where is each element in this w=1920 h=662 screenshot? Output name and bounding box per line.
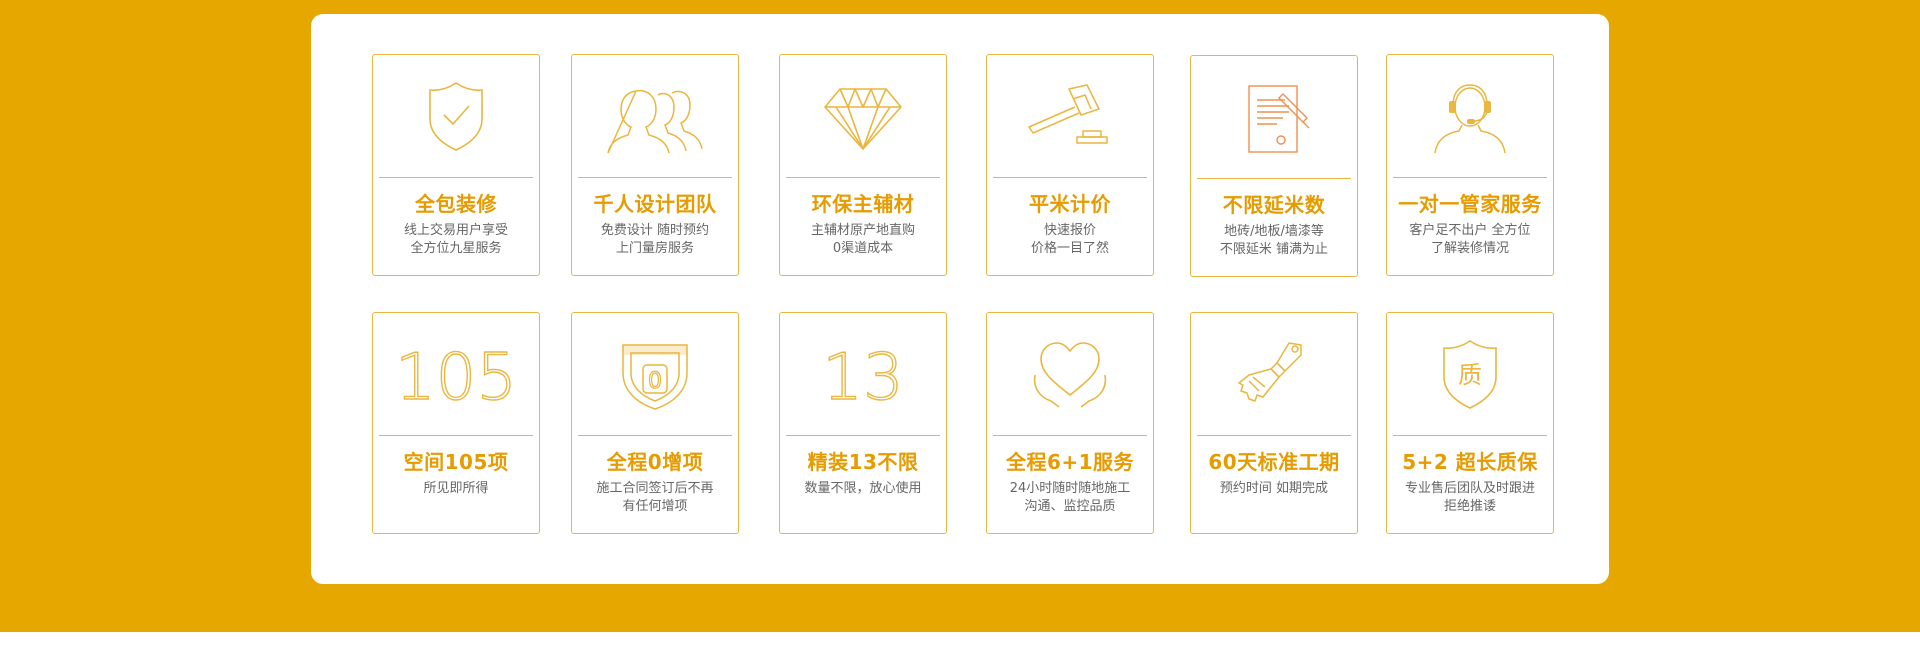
shield-check-icon bbox=[429, 82, 483, 151]
card-description: 专业售后团队及时跟进 拒绝推诿 bbox=[1387, 480, 1553, 516]
feature-card-butler-service[interactable]: 一对一管家服务 客户足不出户 全方位 了解装修情况 bbox=[1386, 54, 1554, 276]
card-title: 60天标准工期 bbox=[1208, 450, 1340, 474]
card-description-line: 快速报价 bbox=[1043, 223, 1096, 238]
feature-card-105-items[interactable]: 105 空间105项 所见即所得 bbox=[372, 312, 540, 534]
card-description-line: 0渠道成本 bbox=[832, 241, 894, 256]
card-description-line: 沟通、监控品质 bbox=[1024, 499, 1116, 514]
card-description-line: 24小时随时随地施工 bbox=[1009, 481, 1131, 496]
card-title: 环保主辅材 bbox=[811, 192, 915, 216]
svg-text:105: 105 bbox=[395, 341, 517, 415]
document-pen-icon bbox=[1248, 85, 1310, 153]
card-description-line: 地砖/地板/墙漆等 bbox=[1224, 224, 1324, 239]
card-title: 不限延米数 bbox=[1222, 193, 1326, 217]
card-description-line: 有任何增项 bbox=[622, 499, 688, 514]
card-description: 地砖/地板/墙漆等 不限延米 铺满为止 bbox=[1191, 223, 1357, 259]
card-title: 一对一管家服务 bbox=[1398, 192, 1542, 216]
card-title: 全程0增项 bbox=[606, 450, 704, 474]
feature-card-square-meter-pricing[interactable]: 平米计价 快速报价 价格一目了然 bbox=[986, 54, 1154, 276]
card-divider bbox=[1393, 435, 1547, 436]
card-description-line: 了解装修情况 bbox=[1430, 241, 1509, 256]
card-description: 预约时间 如期完成 bbox=[1191, 480, 1357, 498]
feature-card-13-unlimited[interactable]: 13 精装13不限 数量不限，放心使用 bbox=[779, 312, 947, 534]
card-description-line: 不限延米 铺满为止 bbox=[1219, 242, 1329, 257]
card-description-line: 客户足不出户 全方位 bbox=[1409, 223, 1531, 238]
card-description-line: 所见即所得 bbox=[423, 481, 489, 496]
gavel-icon bbox=[1028, 84, 1108, 144]
card-description: 客户足不出户 全方位 了解装修情况 bbox=[1387, 222, 1553, 258]
card-description: 所见即所得 bbox=[373, 480, 539, 498]
card-divider bbox=[1393, 177, 1547, 178]
headset-agent-icon bbox=[1434, 84, 1506, 154]
card-description: 施工合同签订后不再 有任何增项 bbox=[572, 480, 738, 516]
quality-shield-icon: 质 bbox=[1443, 340, 1497, 409]
card-title: 全程6+1服务 bbox=[1005, 450, 1135, 474]
diamond-icon bbox=[824, 88, 902, 150]
card-description-line: 上门量房服务 bbox=[615, 241, 694, 256]
card-title: 全包装修 bbox=[415, 192, 497, 216]
card-description-line: 主辅材原产地直购 bbox=[810, 223, 915, 238]
svg-text:13: 13 bbox=[822, 341, 903, 415]
card-divider bbox=[1197, 178, 1351, 179]
card-divider bbox=[993, 177, 1147, 178]
paint-brush-icon bbox=[1238, 342, 1302, 402]
card-description: 主辅材原产地直购 0渠道成本 bbox=[780, 222, 946, 258]
people-team-icon bbox=[607, 89, 703, 154]
card-divider bbox=[578, 435, 732, 436]
card-divider bbox=[379, 435, 533, 436]
card-description: 免费设计 随时预约 上门量房服务 bbox=[572, 222, 738, 258]
heart-hands-icon bbox=[1033, 342, 1107, 408]
card-divider bbox=[786, 435, 940, 436]
card-description-line: 免费设计 随时预约 bbox=[600, 223, 710, 238]
number-13-icon: 13 bbox=[822, 340, 905, 415]
card-title: 5+2 超长质保 bbox=[1402, 450, 1538, 474]
feature-card-full-package[interactable]: 全包装修 线上交易用户享受 全方位九星服务 bbox=[372, 54, 540, 276]
card-title: 平米计价 bbox=[1029, 192, 1111, 216]
number-105-icon: 105 bbox=[394, 340, 518, 415]
card-title: 精装13不限 bbox=[807, 450, 919, 474]
card-description-line: 全方位九星服务 bbox=[410, 241, 502, 256]
feature-card-zero-extras[interactable]: 0 全程0增项 施工合同签订后不再 有任何增项 bbox=[571, 312, 739, 534]
card-divider bbox=[993, 435, 1147, 436]
card-description-line: 施工合同签订后不再 bbox=[596, 481, 714, 496]
svg-text:0: 0 bbox=[648, 369, 662, 394]
card-description-line: 价格一目了然 bbox=[1030, 241, 1109, 256]
card-divider bbox=[578, 177, 732, 178]
feature-card-design-team[interactable]: 千人设计团队 免费设计 随时预约 上门量房服务 bbox=[571, 54, 739, 276]
feature-card-unlimited-meters[interactable]: 不限延米数 地砖/地板/墙漆等 不限延米 铺满为止 bbox=[1190, 55, 1358, 277]
feature-card-six-plus-one-service[interactable]: 全程6+1服务 24小时随时随地施工 沟通、监控品质 bbox=[986, 312, 1154, 534]
shield-zero-icon: 0 bbox=[622, 344, 688, 410]
card-description: 快速报价 价格一目了然 bbox=[987, 222, 1153, 258]
card-description-line: 专业售后团队及时跟进 bbox=[1404, 481, 1535, 496]
card-title: 千人设计团队 bbox=[593, 192, 717, 216]
card-description-line: 拒绝推诿 bbox=[1443, 499, 1496, 514]
card-divider bbox=[379, 177, 533, 178]
feature-card-eco-materials[interactable]: 环保主辅材 主辅材原产地直购 0渠道成本 bbox=[779, 54, 947, 276]
card-description-line: 数量不限，放心使用 bbox=[804, 481, 922, 496]
card-description-line: 线上交易用户享受 bbox=[403, 223, 508, 238]
card-description-line: 预约时间 如期完成 bbox=[1219, 481, 1329, 496]
card-divider bbox=[786, 177, 940, 178]
svg-text:质: 质 bbox=[1458, 361, 1482, 389]
card-title: 空间105项 bbox=[403, 450, 509, 474]
card-divider bbox=[1197, 435, 1351, 436]
card-description: 数量不限，放心使用 bbox=[780, 480, 946, 498]
feature-card-extended-warranty[interactable]: 质 5+2 超长质保 专业售后团队及时跟进 拒绝推诿 bbox=[1386, 312, 1554, 534]
card-description: 线上交易用户享受 全方位九星服务 bbox=[373, 222, 539, 258]
feature-card-60-day-schedule[interactable]: 60天标准工期 预约时间 如期完成 bbox=[1190, 312, 1358, 534]
card-description: 24小时随时随地施工 沟通、监控品质 bbox=[987, 480, 1153, 516]
